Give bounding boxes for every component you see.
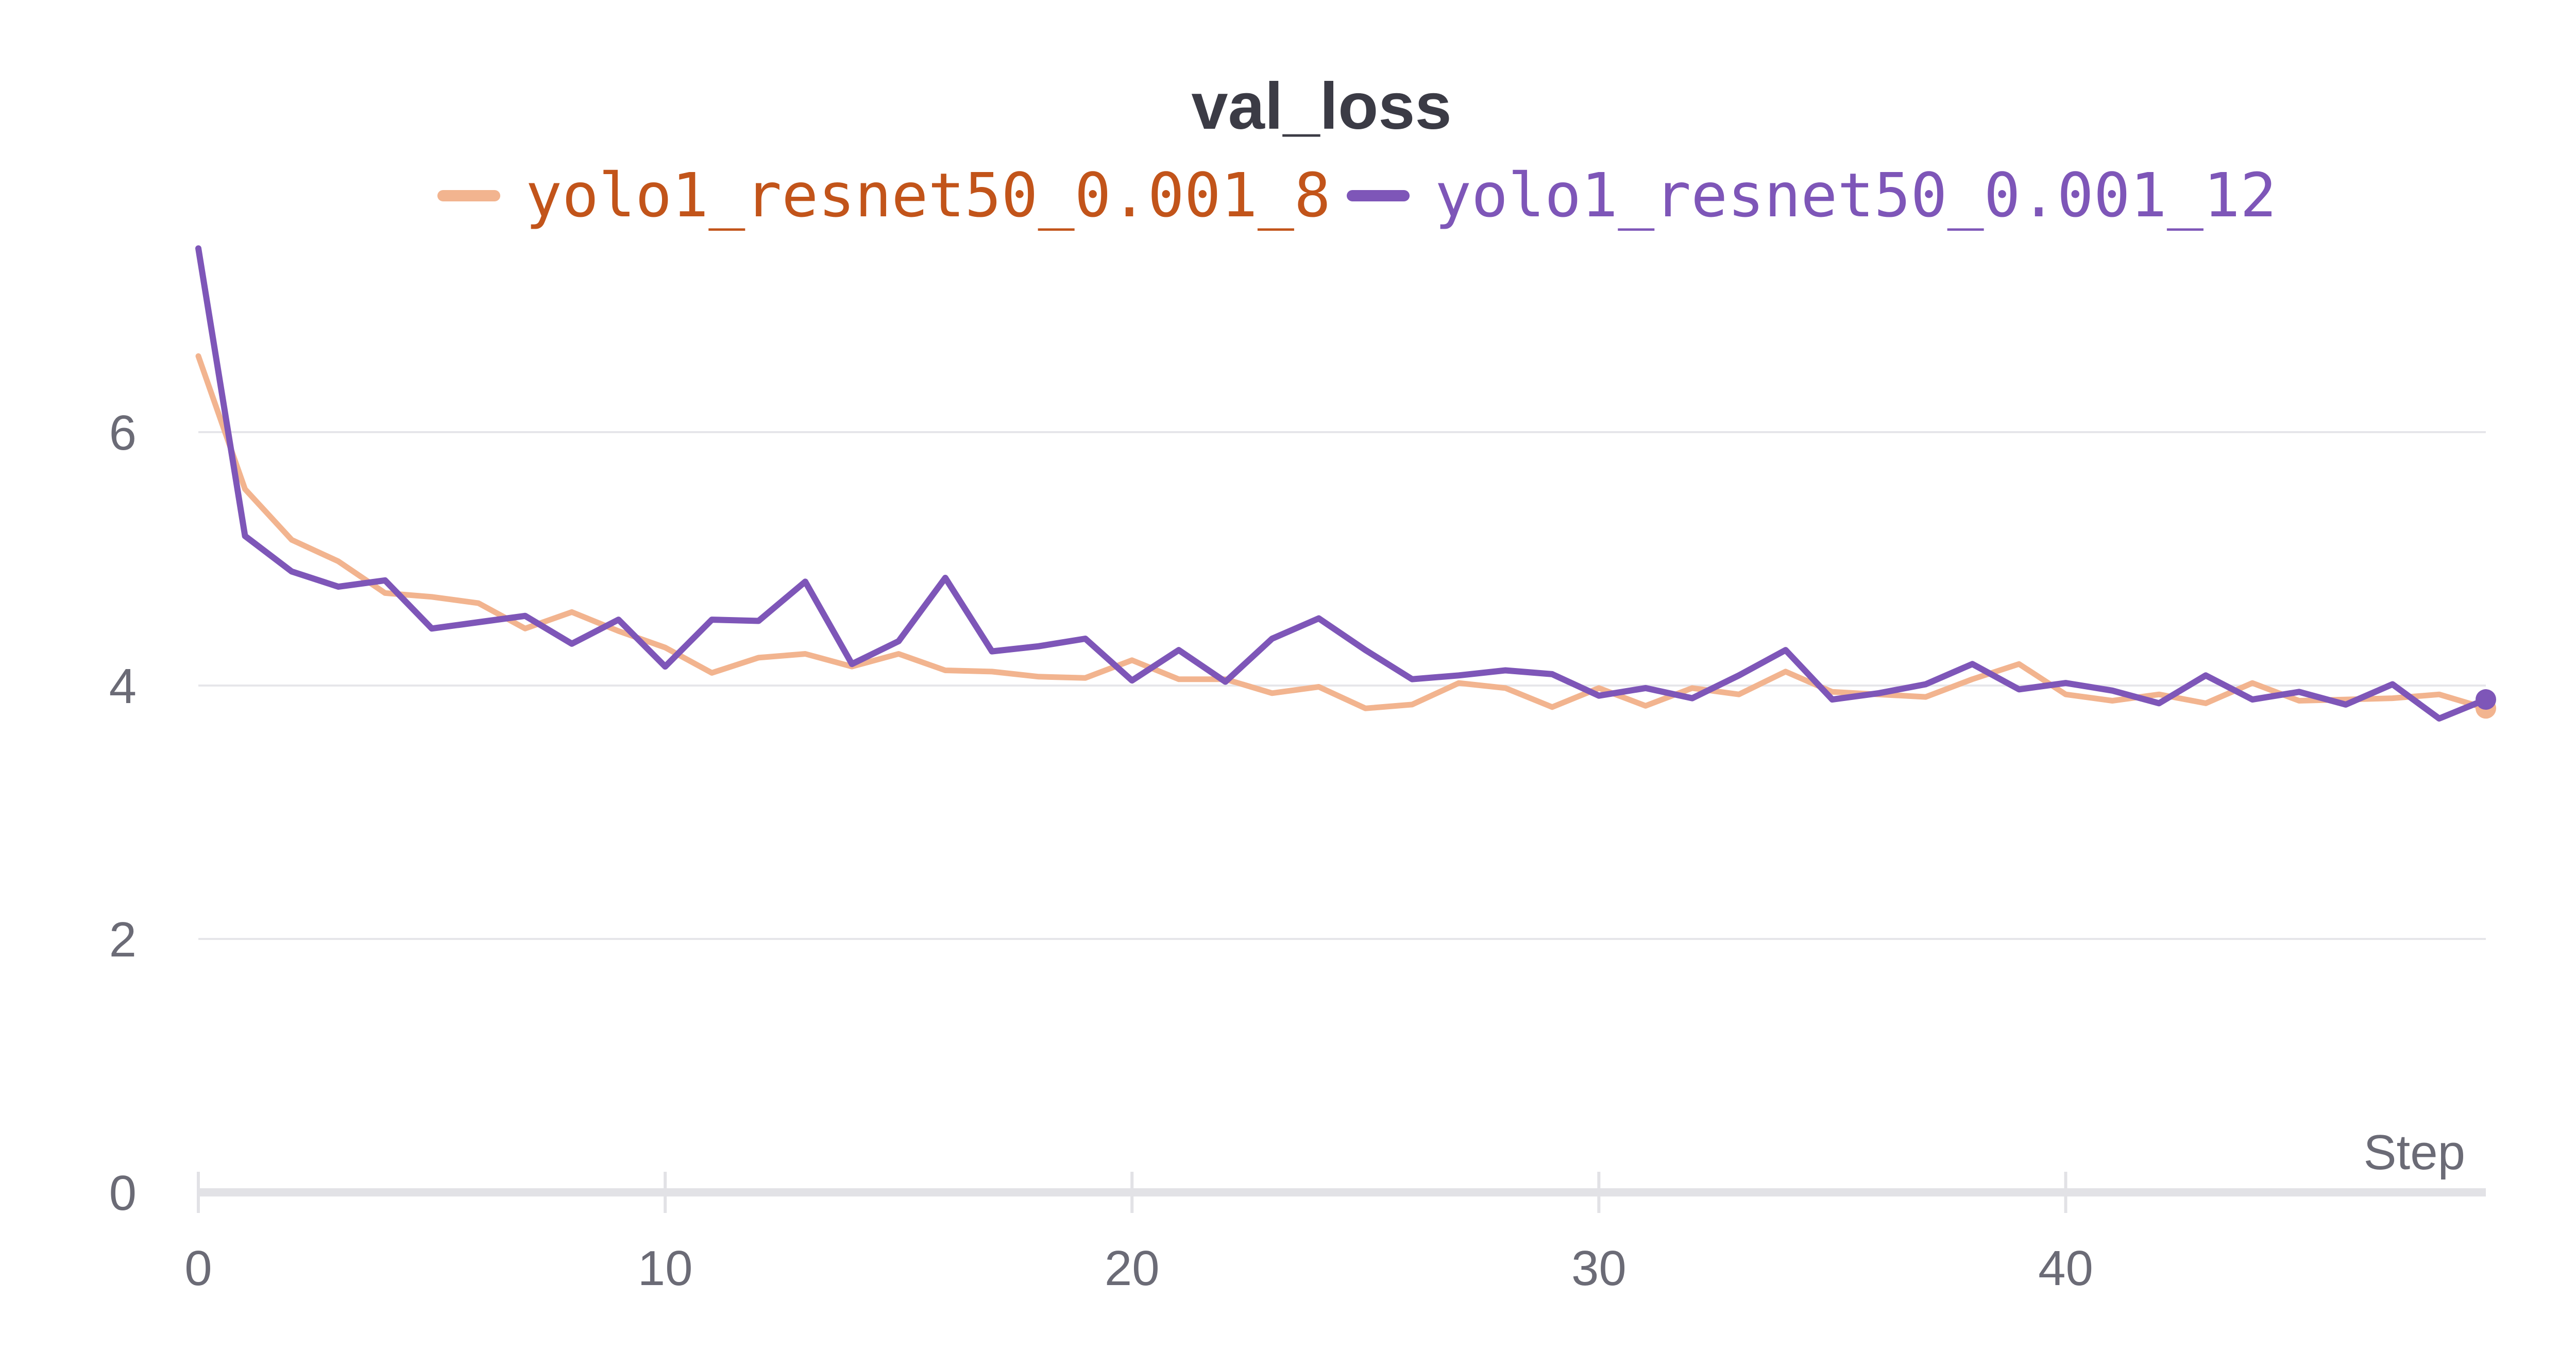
legend-item-1[interactable]: yolo1_resnet50_0.001_12: [1347, 160, 2277, 231]
x-tick-label-4: 40: [2038, 1241, 2093, 1296]
y-tick-label-2: 4: [109, 659, 137, 714]
x-tick-label-1: 10: [638, 1241, 693, 1296]
series-layer: [195, 245, 2496, 722]
x-axis-label: Step: [2364, 1125, 2465, 1180]
chart-title: val_loss: [1191, 70, 1451, 143]
y-tick-label-1: 2: [109, 912, 137, 967]
x-tick-label-0: 0: [184, 1241, 212, 1296]
series-line-1[interactable]: [195, 245, 2489, 722]
legend-label-0: yolo1_resnet50_0.001_8: [526, 160, 1331, 231]
x-tick-label-3: 30: [1571, 1241, 1626, 1296]
series-endpoint-1[interactable]: [2476, 689, 2496, 710]
y-axis: 0 2 4 6: [109, 405, 137, 1221]
y-tick-label-3: 6: [109, 405, 137, 460]
x-axis: 0 10 20 30 40: [184, 1172, 2486, 1296]
series-line-0[interactable]: [195, 353, 2489, 711]
legend-item-0[interactable]: yolo1_resnet50_0.001_8: [437, 160, 1331, 231]
y-tick-label-0: 0: [109, 1166, 137, 1221]
grid-lines: [198, 431, 2486, 940]
x-tick-label-2: 20: [1105, 1241, 1160, 1296]
legend-label-1: yolo1_resnet50_0.001_12: [1435, 160, 2277, 231]
legend: yolo1_resnet50_0.001_8 yolo1_resnet50_0.…: [437, 160, 2277, 231]
